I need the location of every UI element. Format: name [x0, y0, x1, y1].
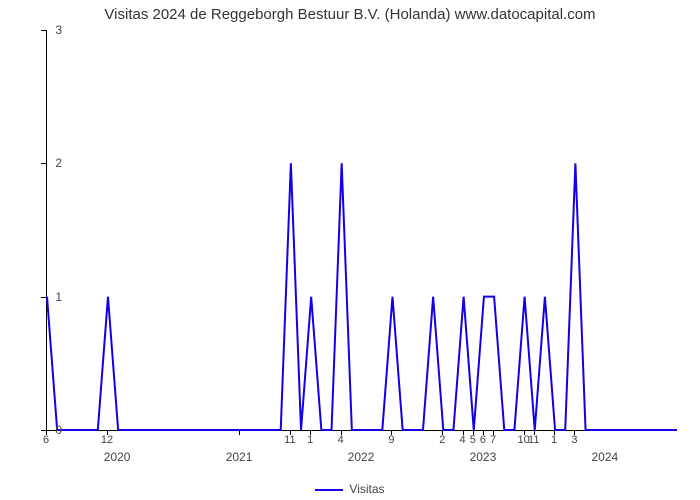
legend-swatch: [315, 489, 343, 491]
x-tick-label: 5: [470, 434, 476, 446]
chart-container: { "chart": { "type": "line", "title": "V…: [0, 0, 700, 500]
plot-area: [46, 30, 677, 431]
x-tick-mark: [341, 430, 342, 435]
x-tick-mark: [534, 430, 535, 435]
x-tick-mark: [46, 430, 47, 435]
y-tick-label: 2: [55, 156, 62, 170]
chart-title: Visitas 2024 de Reggeborgh Bestuur B.V. …: [0, 6, 700, 23]
x-year-label: 2020: [104, 450, 131, 464]
x-tick-mark: [442, 430, 443, 435]
y-tick-label: 0: [55, 423, 62, 437]
x-tick-label: 2: [439, 434, 445, 446]
line-series: [47, 30, 677, 430]
legend-label: Visitas: [349, 482, 384, 496]
x-tick-label: 1: [551, 434, 557, 446]
x-tick-label: 11: [528, 434, 539, 446]
x-tick-label: 1: [307, 434, 313, 446]
x-year-label: 2021: [226, 450, 253, 464]
x-tick-label: 4: [460, 434, 466, 446]
x-tick-mark: [473, 430, 474, 435]
x-tick-mark: [290, 430, 291, 435]
x-tick-label: 12: [101, 434, 113, 446]
x-tick-label: 3: [571, 434, 577, 446]
y-tick-label: 3: [55, 23, 62, 37]
x-tick-mark: [483, 430, 484, 435]
x-tick-label: 11: [284, 434, 295, 446]
x-tick-mark: [463, 430, 464, 435]
y-tick-mark: [41, 297, 46, 298]
x-year-label: 2022: [348, 450, 375, 464]
x-year-label: 2023: [470, 450, 497, 464]
x-tick-label: 7: [490, 434, 496, 446]
x-tick-mark: [107, 430, 108, 435]
x-tick-mark: [574, 430, 575, 435]
x-tick-mark: [524, 430, 525, 435]
x-tick-label: 6: [43, 434, 49, 446]
x-tick-mark: [493, 430, 494, 435]
x-tick-mark: [554, 430, 555, 435]
y-tick-mark: [41, 163, 46, 164]
x-year-label: 2024: [592, 450, 619, 464]
x-tick-mark: [310, 430, 311, 435]
x-tick-label: 9: [388, 434, 394, 446]
x-tick-label: 4: [338, 434, 344, 446]
legend: Visitas: [0, 482, 700, 496]
x-tick-mark: [239, 430, 240, 435]
y-tick-mark: [41, 30, 46, 31]
x-tick-label: 6: [480, 434, 486, 446]
x-tick-mark: [391, 430, 392, 435]
y-tick-label: 1: [55, 290, 62, 304]
